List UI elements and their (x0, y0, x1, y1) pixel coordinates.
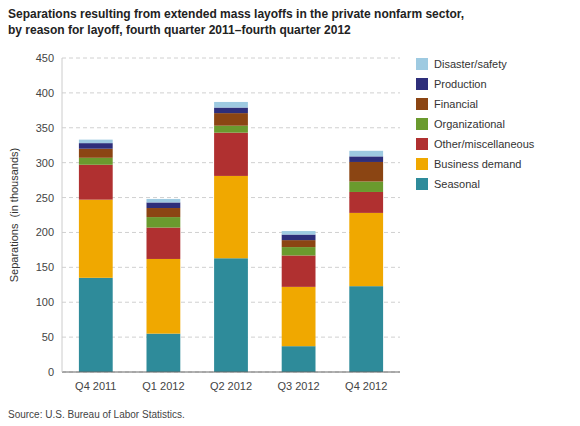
y-tick-label: 300 (36, 157, 54, 169)
subtitle: by reason for layoff, fourth quarter 201… (8, 23, 351, 37)
legend-swatch (416, 118, 428, 130)
bar-segment (147, 228, 181, 259)
legend-swatch (416, 158, 428, 170)
bar-segment (214, 258, 248, 372)
bar-segment (349, 162, 383, 182)
y-tick-label: 200 (36, 226, 54, 238)
bar-segment (79, 143, 113, 149)
legend-swatch (416, 98, 428, 110)
x-tick-label: Q4 2012 (345, 380, 387, 392)
bar-segment (79, 278, 113, 372)
bar-segment (147, 208, 181, 217)
y-axis-label: Separations (in thousands) (8, 148, 20, 283)
y-tick-label: 100 (36, 296, 54, 308)
source-note: Source: U.S. Bureau of Labor Statistics. (8, 409, 185, 420)
grid-line (62, 92, 400, 93)
bar-segment (349, 213, 383, 286)
bar-segment (79, 149, 113, 158)
legend-label: Organizational (434, 118, 505, 130)
legend-swatch (416, 138, 428, 150)
y-tick-label: 0 (48, 366, 54, 378)
y-axis-line (62, 58, 63, 372)
legend-label: Disaster/safety (434, 58, 507, 70)
bar-segment (79, 200, 113, 278)
y-tick-label: 400 (36, 87, 54, 99)
y-tick-label: 250 (36, 192, 54, 204)
bar-segment (214, 133, 248, 176)
bar-segment (282, 247, 316, 255)
bar-segment (214, 113, 248, 126)
bar-segment (349, 151, 383, 157)
legend-swatch (416, 58, 428, 70)
legend-label: Business demand (434, 158, 521, 170)
bar-segment (79, 140, 113, 143)
y-tick-label: 350 (36, 122, 54, 134)
chart: Separations resulting from extended mass… (0, 0, 580, 426)
bar-segment (349, 156, 383, 162)
bar-segment (282, 255, 316, 286)
bar-segment (282, 240, 316, 247)
bar-segment (214, 108, 248, 114)
x-tick-label: Q2 2012 (210, 380, 252, 392)
bar-segment (349, 182, 383, 192)
bars (79, 102, 383, 372)
bar-segment (282, 346, 316, 372)
bar-segment (214, 126, 248, 133)
y-tick-label: 450 (36, 52, 54, 64)
y-axis: 0 50 100 150 200 250 300 350 400 450 (36, 52, 400, 378)
bar-segment (147, 202, 181, 208)
y-tick-label: 150 (36, 261, 54, 273)
legend-label: Seasonal (434, 178, 480, 190)
bar-segment (282, 235, 316, 241)
legend-label: Production (434, 78, 487, 90)
legend-swatch (416, 178, 428, 190)
x-tick-label: Q3 2012 (277, 380, 319, 392)
bar-segment (147, 217, 181, 227)
x-axis-line (62, 372, 400, 373)
bar-segment (349, 192, 383, 213)
background (0, 0, 580, 426)
bar-segment (282, 287, 316, 346)
bar-segment (147, 334, 181, 372)
bar-segment (79, 158, 113, 165)
y-tick-label: 50 (42, 331, 54, 343)
x-tick-label: Q1 2012 (142, 380, 184, 392)
bar-segment (282, 231, 316, 234)
legend: Disaster/safety Production Financial Organi… (416, 58, 535, 190)
bar-segment (214, 176, 248, 258)
bar-segment (349, 286, 383, 372)
legend-swatch (416, 78, 428, 90)
bar-segment (214, 102, 248, 108)
grid-line (62, 58, 400, 59)
bar-segment (147, 199, 181, 202)
title: Separations resulting from extended mass… (8, 7, 464, 21)
bar-segment (79, 165, 113, 200)
legend-label: Other/miscellaneous (434, 138, 535, 150)
grid-line (62, 372, 400, 373)
bar-segment (147, 259, 181, 334)
legend-label: Financial (434, 98, 478, 110)
x-tick-label: Q4 2011 (75, 380, 116, 392)
